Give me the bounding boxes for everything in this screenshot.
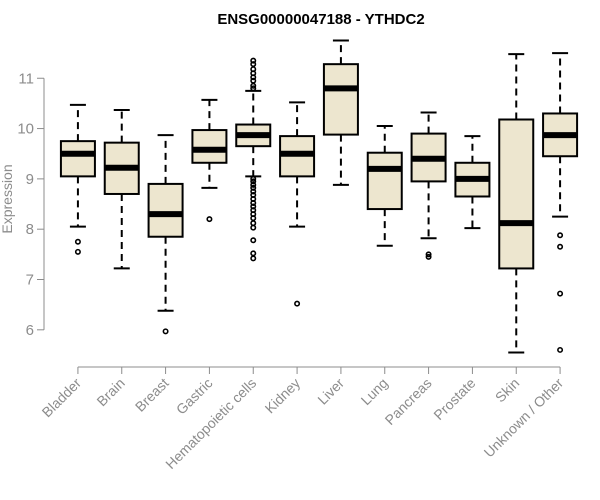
outlier-point (250, 77, 257, 84)
outlier-point (250, 224, 257, 231)
y-axis-label: Expression (0, 164, 15, 233)
box-iqr (366, 151, 403, 211)
x-tick-label: Brain (93, 375, 127, 409)
outlier-point (250, 203, 257, 210)
x-tick-label: Skin (492, 375, 523, 406)
outlier-point (250, 215, 257, 222)
outlier-point (557, 290, 564, 297)
outlier-point (294, 300, 301, 307)
box-gastric (191, 98, 228, 223)
outlier-point (74, 248, 81, 255)
outlier-point (250, 188, 257, 195)
outlier-point (425, 251, 432, 258)
y-tick-label: 11 (18, 70, 34, 87)
box-skin (498, 53, 535, 354)
outlier-point (557, 243, 564, 250)
outlier-point (162, 328, 169, 335)
outlier-point (250, 61, 257, 68)
box-iqr (322, 63, 359, 136)
outlier-point (250, 184, 257, 191)
x-tick-label: Kidney (262, 375, 304, 417)
box-prostate (454, 135, 491, 230)
box-unknown-other (542, 52, 579, 353)
outlier-point (425, 253, 432, 260)
outlier-point (74, 238, 81, 245)
outlier-point (250, 57, 257, 64)
x-tick-label: Prostate (430, 375, 478, 423)
outlier-point (557, 346, 564, 353)
outlier-point (250, 74, 257, 81)
x-tick-label: Bladder (39, 375, 85, 421)
boxplot-series (59, 39, 579, 354)
outlier-point (250, 250, 257, 257)
outlier-point (250, 82, 257, 89)
outlier-point (250, 85, 257, 92)
outlier-point (250, 200, 257, 207)
y-tick-label: 10 (17, 121, 34, 138)
chart-title: ENSG00000047188 - YTHDC2 (217, 11, 424, 28)
outlier-point (250, 181, 257, 188)
box-iqr (498, 118, 535, 270)
box-bladder (59, 103, 96, 255)
x-tick-label: Pancreas (382, 375, 435, 428)
box-kidney (279, 101, 316, 307)
box-brain (103, 108, 140, 270)
outlier-point (250, 255, 257, 262)
y-tick-label: 8 (26, 221, 34, 238)
y-tick-label: 6 (26, 322, 34, 339)
y-tick-label: 9 (26, 171, 34, 188)
box-iqr (59, 140, 96, 178)
outlier-point (250, 178, 257, 185)
y-axis: 6 7 8 9 10 11 (17, 70, 45, 339)
box-pancreas (410, 111, 447, 260)
outlier-point (206, 216, 213, 223)
box-hematopoietic-cells (235, 57, 272, 262)
x-tick-label: Lung (358, 375, 391, 408)
box-lung (366, 125, 403, 247)
box-iqr (191, 129, 228, 164)
box-liver (322, 39, 359, 186)
box-breast (147, 134, 184, 335)
x-tick-label: Liver (314, 375, 347, 408)
y-tick-label: 7 (26, 272, 34, 289)
outlier-point (557, 232, 564, 239)
outlier-point (250, 237, 257, 244)
box-iqr (147, 182, 184, 238)
x-tick-label: Gastric (173, 375, 216, 418)
x-tick-label: Breast (132, 375, 172, 415)
outlier-point (250, 175, 257, 182)
x-tick-label: Unknown / Other (481, 375, 567, 461)
